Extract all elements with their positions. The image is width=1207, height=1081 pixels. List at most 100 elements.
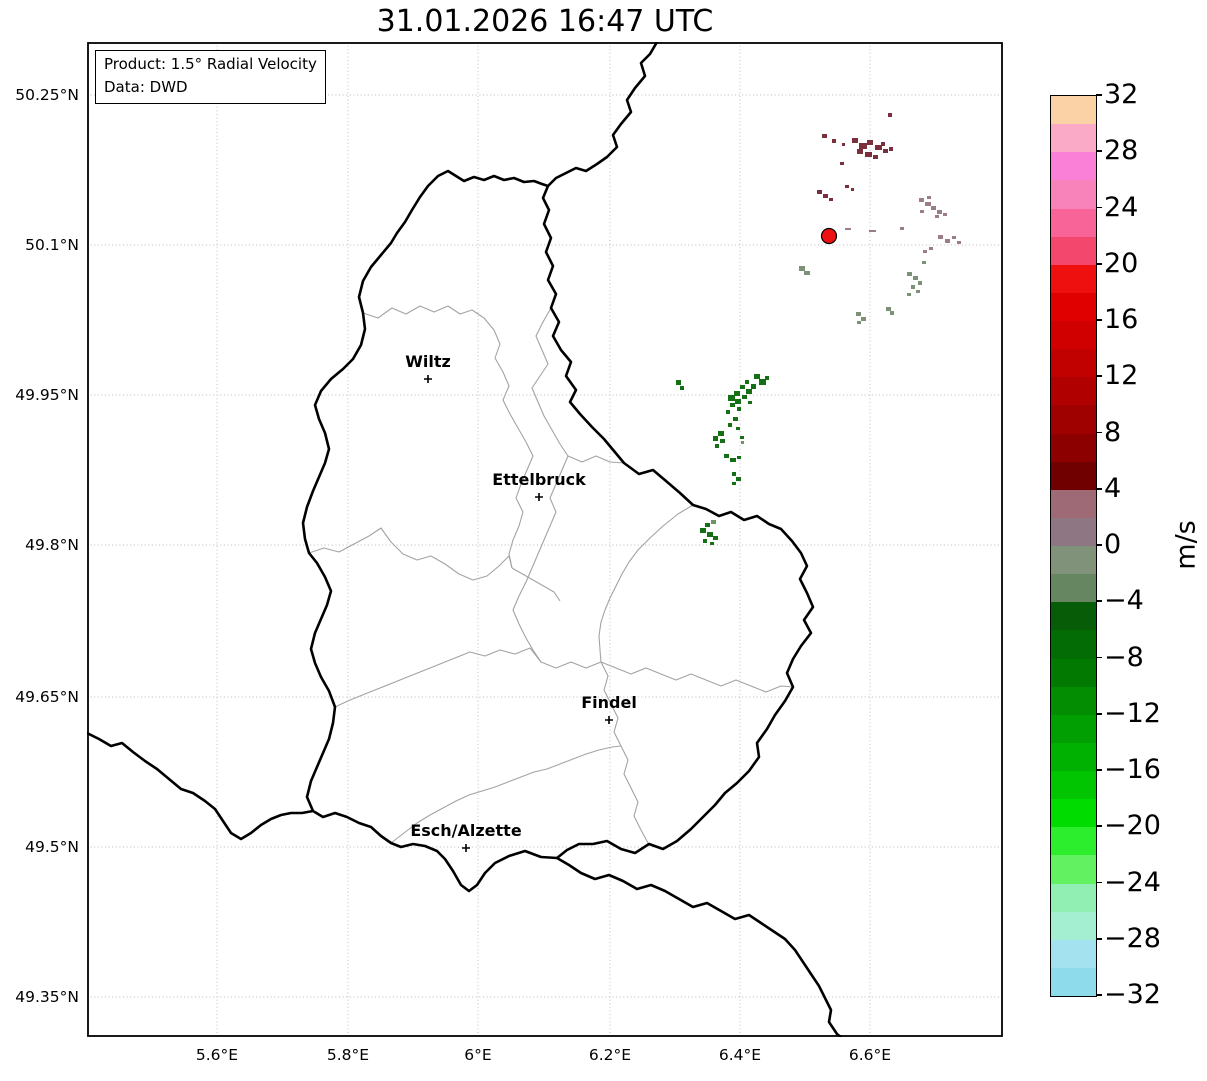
colorbar-band: [1051, 742, 1096, 771]
echo-cell: [935, 215, 939, 218]
colorbar-tick: [1096, 994, 1102, 996]
germany-belgium-border: [546, 42, 659, 188]
echo-cell: [735, 399, 741, 404]
echo-cell: [919, 198, 924, 202]
echo-cell: [861, 317, 866, 321]
echo-cell: [822, 134, 827, 138]
x-tick-label: 6.4°E: [718, 1046, 762, 1064]
echo-cell: [875, 145, 882, 150]
colorbar-band: [1051, 96, 1096, 125]
echo-cell: [732, 482, 736, 485]
echo-cell: [945, 239, 950, 243]
gridline-layer: [87, 42, 1003, 1037]
colorbar-band: [1051, 883, 1096, 912]
colorbar-band: [1051, 377, 1096, 406]
echo-cell: [952, 236, 956, 239]
colorbar-band: [1051, 939, 1096, 968]
echo-cell: [823, 194, 828, 198]
colorbar-tick: [1096, 431, 1102, 434]
echo-cell: [840, 162, 844, 165]
echo-cell: [680, 386, 684, 390]
echo-cell: [720, 439, 725, 443]
echo-cell: [742, 395, 747, 399]
echo-cell: [710, 542, 714, 545]
echo-cell: [842, 143, 845, 146]
plot-frame: [87, 42, 1003, 1037]
colorbar-tick-label: −24: [1104, 866, 1161, 898]
x-tick-label: 6°E: [464, 1046, 492, 1064]
echo-cell: [733, 417, 738, 421]
echo-cell: [900, 227, 904, 230]
echo-cell: [754, 374, 760, 379]
district-border: [390, 745, 622, 844]
colorbar-band: [1051, 630, 1096, 659]
echo-cell: [705, 523, 710, 527]
echo-cell: [832, 139, 836, 143]
colorbar-tick-label: −32: [1104, 979, 1161, 1010]
colorbar-tick-label: −28: [1104, 922, 1161, 954]
echo-cell: [745, 380, 749, 384]
echo-cell: [929, 247, 933, 250]
district-border: [511, 567, 561, 602]
echo-cell: [869, 230, 876, 232]
colorbar-tick: [1096, 937, 1102, 940]
colorbar-band: [1051, 658, 1096, 687]
echo-cell: [923, 250, 927, 253]
colorbar-tick-label: −8: [1104, 641, 1144, 673]
radar-layer: [820, 227, 838, 245]
echo-cell: [911, 285, 915, 289]
echo-cell: [740, 436, 744, 439]
echo-cell: [737, 407, 741, 411]
colorbar-band: [1051, 686, 1096, 715]
city-label: Ettelbruck: [492, 470, 586, 489]
district-border: [512, 307, 569, 663]
x-tick-label: 6.2°E: [588, 1046, 632, 1064]
colorbar-band: [1051, 264, 1096, 293]
colorbar-tick-label: 24: [1104, 191, 1139, 223]
echo-cell: [913, 276, 918, 280]
echo-cell: [751, 384, 756, 389]
echo-cell: [730, 458, 736, 462]
echo-cell: [873, 155, 878, 159]
colorbar-band: [1051, 489, 1096, 518]
colorbar-band: [1051, 236, 1096, 265]
colorbar-unit-label: m/s: [1170, 520, 1202, 570]
echo-cell: [937, 210, 942, 214]
echo-cell: [925, 202, 931, 206]
echo-cell: [732, 472, 736, 476]
echo-cell: [759, 379, 766, 385]
colorbar-band: [1051, 967, 1096, 996]
echo-cell: [856, 312, 861, 316]
echo-cell: [728, 395, 735, 401]
echo-cell: [851, 188, 854, 191]
city-marker: [462, 844, 470, 852]
echo-cell: [857, 149, 863, 154]
echo-cell: [957, 241, 961, 244]
y-tick-label: 49.35°N: [15, 988, 79, 1006]
colorbar-band: [1051, 714, 1096, 743]
colorbar-band: [1051, 292, 1096, 321]
colorbar-band: [1051, 349, 1096, 378]
y-tick-label: 49.65°N: [15, 688, 79, 706]
colorbar-tick: [1096, 825, 1102, 828]
colorbar-band: [1051, 855, 1096, 884]
echo-cell: [730, 403, 735, 407]
echo-cell: [938, 235, 943, 239]
colorbar-tick: [1096, 319, 1102, 321]
colorbar-tick: [1096, 94, 1102, 96]
y-tick-label: 50.1°N: [25, 236, 79, 254]
echo-cell: [676, 380, 681, 385]
product-info-box: Product: 1.5° Radial Velocity Data: DWD: [95, 50, 326, 104]
colorbar-tick: [1096, 206, 1102, 209]
colorbar-tick: [1096, 150, 1102, 153]
y-tick-label: 49.5°N: [25, 838, 79, 856]
echo-cell: [888, 113, 892, 117]
colorbar-tick: [1096, 487, 1102, 490]
echo-cell: [713, 436, 718, 441]
colorbar-tick: [1096, 712, 1102, 715]
city-marker: [535, 493, 543, 501]
echo-cell: [715, 444, 719, 448]
echo-cell: [746, 389, 752, 394]
colorbar-tick-label: −4: [1104, 585, 1144, 617]
echo-cell: [943, 213, 947, 216]
